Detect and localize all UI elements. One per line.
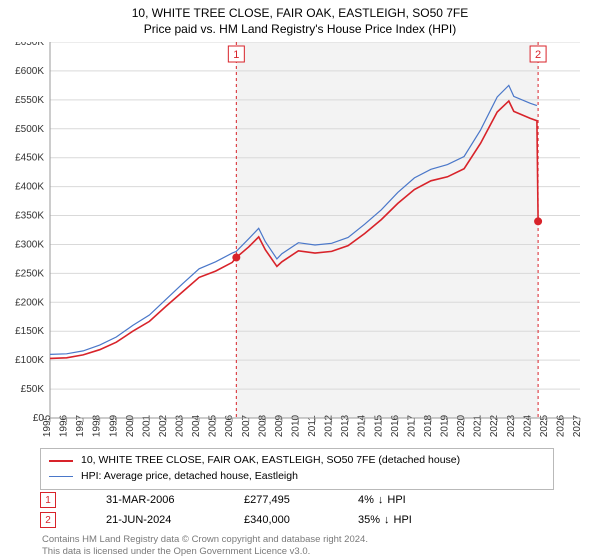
legend-item-hpi: HPI: Average price, detached house, East…	[49, 469, 545, 485]
svg-text:£550K: £550K	[15, 95, 44, 106]
legend-item-price-paid: 10, WHITE TREE CLOSE, FAIR OAK, EASTLEIG…	[49, 453, 545, 469]
event-date: 21-JUN-2024	[106, 514, 200, 526]
event-badge-1: 1	[40, 492, 56, 508]
event-table: 1 31-MAR-2006 £277,495 4% ↓ HPI 2 21-JUN…	[40, 490, 448, 530]
svg-text:£200K: £200K	[15, 297, 44, 308]
svg-text:£600K: £600K	[15, 66, 44, 77]
event-badge-2: 2	[40, 512, 56, 528]
svg-text:2: 2	[535, 49, 541, 61]
svg-text:£100K: £100K	[15, 355, 44, 366]
svg-text:£150K: £150K	[15, 326, 44, 337]
svg-text:£350K: £350K	[15, 211, 44, 222]
footer-line-2: This data is licensed under the Open Gov…	[42, 546, 368, 558]
arrow-down-icon: ↓	[378, 494, 384, 506]
svg-text:£250K: £250K	[15, 268, 44, 279]
title-line-1: 10, WHITE TREE CLOSE, FAIR OAK, EASTLEIG…	[0, 6, 600, 22]
chart-plot-area: £0£50K£100K£150K£200K£250K£300K£350K£400…	[0, 42, 600, 442]
footer-line-1: Contains HM Land Registry data © Crown c…	[42, 534, 368, 546]
title-line-2: Price paid vs. HM Land Registry's House …	[0, 22, 600, 38]
event-row-1: 1 31-MAR-2006 £277,495 4% ↓ HPI	[40, 490, 448, 510]
svg-text:1: 1	[233, 49, 239, 61]
footer-attribution: Contains HM Land Registry data © Crown c…	[42, 534, 368, 558]
legend-label: HPI: Average price, detached house, East…	[81, 469, 298, 485]
legend-swatch-red	[49, 460, 73, 462]
legend-swatch-blue	[49, 476, 73, 477]
chart-svg: £0£50K£100K£150K£200K£250K£300K£350K£400…	[0, 42, 600, 442]
chart-container: 10, WHITE TREE CLOSE, FAIR OAK, EASTLEIG…	[0, 0, 600, 560]
svg-text:£500K: £500K	[15, 124, 44, 135]
event-row-2: 2 21-JUN-2024 £340,000 35% ↓ HPI	[40, 510, 448, 530]
svg-text:£450K: £450K	[15, 153, 44, 164]
legend-label: 10, WHITE TREE CLOSE, FAIR OAK, EASTLEIG…	[81, 453, 460, 469]
svg-text:£650K: £650K	[15, 42, 44, 48]
arrow-down-icon: ↓	[384, 514, 390, 526]
event-delta: 35% ↓ HPI	[358, 514, 448, 526]
svg-text:£300K: £300K	[15, 239, 44, 250]
event-price: £277,495	[244, 494, 314, 506]
event-date: 31-MAR-2006	[106, 494, 200, 506]
svg-text:£400K: £400K	[15, 182, 44, 193]
chart-title: 10, WHITE TREE CLOSE, FAIR OAK, EASTLEIG…	[0, 0, 600, 37]
event-delta: 4% ↓ HPI	[358, 494, 448, 506]
legend-box: 10, WHITE TREE CLOSE, FAIR OAK, EASTLEIG…	[40, 448, 554, 490]
event-price: £340,000	[244, 514, 314, 526]
svg-text:£50K: £50K	[21, 384, 45, 395]
